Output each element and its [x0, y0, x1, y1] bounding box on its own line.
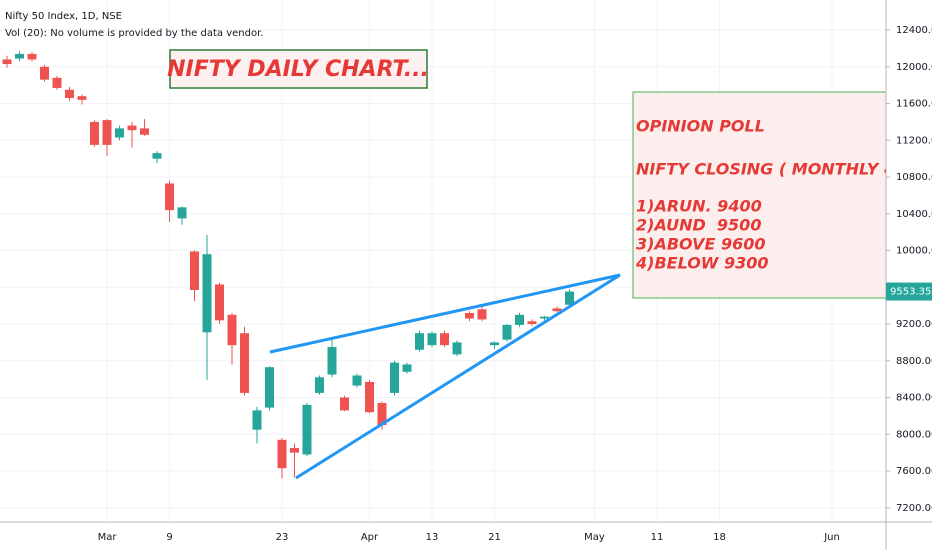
candle-body: [77, 96, 87, 100]
candle-body: [15, 53, 24, 59]
chart-title: Nifty 50 Index, 1D, NSE: [5, 11, 122, 22]
candle-body: [552, 308, 562, 312]
poll-box: [632, 91, 887, 299]
candle-body: [190, 251, 199, 291]
trend-line: [295, 273, 621, 480]
candle-body: [465, 312, 474, 319]
candle-body: [215, 284, 224, 321]
candle-body: [202, 254, 212, 333]
y-tick-label: 12400.00: [896, 25, 932, 36]
x-tick-label: 18: [713, 532, 726, 543]
annotation: NIFTY DAILY CHART...: [167, 57, 429, 82]
trend-lines: [269, 273, 621, 480]
y-tick-label: 8800.00: [896, 356, 932, 367]
poll-line: 2)AUND 9500: [636, 216, 761, 235]
candle-body: [440, 333, 449, 346]
candle-body: [327, 346, 337, 375]
y-tick-label: 7600.00: [896, 466, 932, 477]
candle-body: [152, 153, 162, 159]
candle-body: [52, 77, 62, 88]
price-label-bg: [886, 282, 932, 301]
candle-body: [452, 342, 462, 355]
x-tick-label: May: [584, 532, 605, 543]
candle-body: [540, 316, 549, 319]
poll-line: NIFTY CLOSING ( MONTHLY & W: [636, 160, 922, 179]
poll: OPINION POLL NIFTY CLOSING ( MONTHLY & W…: [635, 117, 922, 273]
candles: [2, 51, 574, 479]
y-tick-label: 7200.00: [896, 503, 932, 514]
candle-body: [527, 321, 537, 325]
candle-body: [377, 403, 387, 426]
candle-body: [277, 439, 287, 469]
poll-line: 4)BELOW 9300: [635, 254, 769, 273]
candle-body: [415, 333, 424, 350]
y-tick-label: 12000.00: [896, 62, 932, 73]
y-tick-label: 11600.00: [896, 99, 932, 110]
candle-body: [140, 128, 149, 135]
x-tick-label: 13: [426, 532, 439, 543]
y-tick-label: 10800.00: [896, 172, 932, 183]
y-tick-label: 9200.00: [896, 319, 932, 330]
candle-body: [2, 59, 12, 65]
x-tick-label: 21: [488, 532, 501, 543]
candle-body: [252, 410, 262, 430]
candle-body: [390, 362, 399, 393]
candle-body: [515, 314, 524, 325]
candle-body: [27, 53, 37, 60]
poll-line: OPINION POLL: [636, 117, 765, 136]
candle-body: [90, 121, 99, 145]
candle-body: [177, 207, 187, 219]
candle-body: [502, 324, 512, 340]
candle-body: [477, 309, 487, 320]
y-tick-label: 8400.00: [896, 393, 932, 404]
candle-body: [290, 448, 299, 453]
poll-line: 1)ARUN. 9400: [636, 197, 762, 216]
x-tick-label: Jun: [823, 532, 840, 543]
price-label: 9553.35: [890, 287, 931, 298]
grid: [0, 0, 886, 522]
y-tick-label: 10000.00: [896, 246, 932, 257]
candle-body: [427, 333, 437, 346]
candle-body: [565, 291, 574, 305]
candle-body: [115, 128, 124, 138]
y-tick-label: 10400.00: [896, 209, 932, 220]
annotation-box: [169, 49, 428, 89]
x-tick-label: 9: [166, 532, 172, 543]
candle-body: [65, 89, 74, 99]
candle-body: [490, 342, 499, 346]
candle-body: [352, 375, 362, 386]
subtitle: Vol (20): No volume is provided by the d…: [5, 28, 263, 39]
candle-body: [102, 120, 112, 145]
y-tick-label: 11200.00: [896, 135, 932, 146]
candle-body: [265, 367, 274, 408]
candle-body: [165, 183, 174, 211]
trend-line: [269, 273, 621, 354]
x-tick-label: 23: [276, 532, 289, 543]
x-tick-label: Apr: [361, 532, 379, 543]
x-tick-label: 11: [651, 532, 664, 543]
y-tick-label: 8000.00: [896, 429, 932, 440]
candle-body: [40, 66, 49, 80]
candle-body: [340, 397, 349, 411]
candle-body: [302, 404, 312, 455]
candle-body: [365, 381, 374, 413]
candle-body: [402, 364, 412, 372]
candle-body: [315, 377, 324, 393]
candle-body: [227, 314, 237, 346]
candle-body: [240, 333, 249, 393]
axes: 7200.00 7600.00 8000.00 8400.00 8800.00 9200.…: [98, 25, 932, 543]
x-tick-label: Mar: [98, 532, 118, 543]
candle-body: [127, 125, 137, 131]
poll-line: 3)ABOVE 9600: [636, 235, 765, 254]
